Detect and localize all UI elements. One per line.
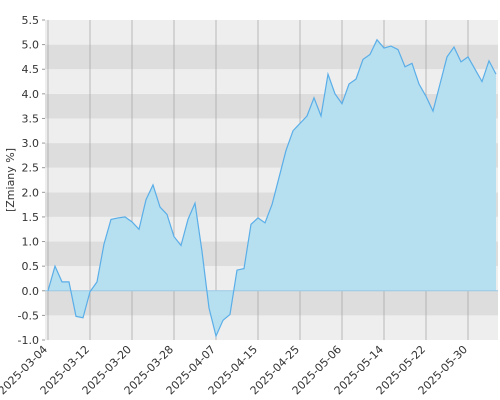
y-tick-label: 3.0: [22, 137, 40, 150]
y-tick-label: 4.0: [22, 88, 40, 101]
grid-band: [45, 20, 498, 45]
y-tick-label: 2.5: [22, 162, 40, 175]
y-tick-label: -0.5: [18, 309, 39, 322]
y-tick-label: 0.5: [22, 260, 40, 273]
y-tick-label: 1.0: [22, 236, 40, 249]
grid-band: [45, 44, 498, 70]
y-tick-label: 5.5: [22, 14, 40, 27]
y-tick-label: 1.5: [22, 211, 40, 224]
y-axis-label: [Zmiany %]: [4, 148, 17, 212]
y-tick-label: -1.0: [18, 334, 39, 347]
y-tick-label: 0.0: [22, 285, 40, 298]
y-tick-label: 5.0: [22, 39, 40, 52]
grid-band: [45, 315, 498, 340]
grid-band: [45, 290, 498, 316]
y-tick-label: 3.5: [22, 112, 40, 125]
line: [47, 38, 497, 338]
y-tick-label: 2.0: [22, 186, 40, 199]
grid-band: [45, 69, 498, 94]
y-tick-label: 4.5: [22, 63, 40, 76]
area: [48, 39, 496, 337]
